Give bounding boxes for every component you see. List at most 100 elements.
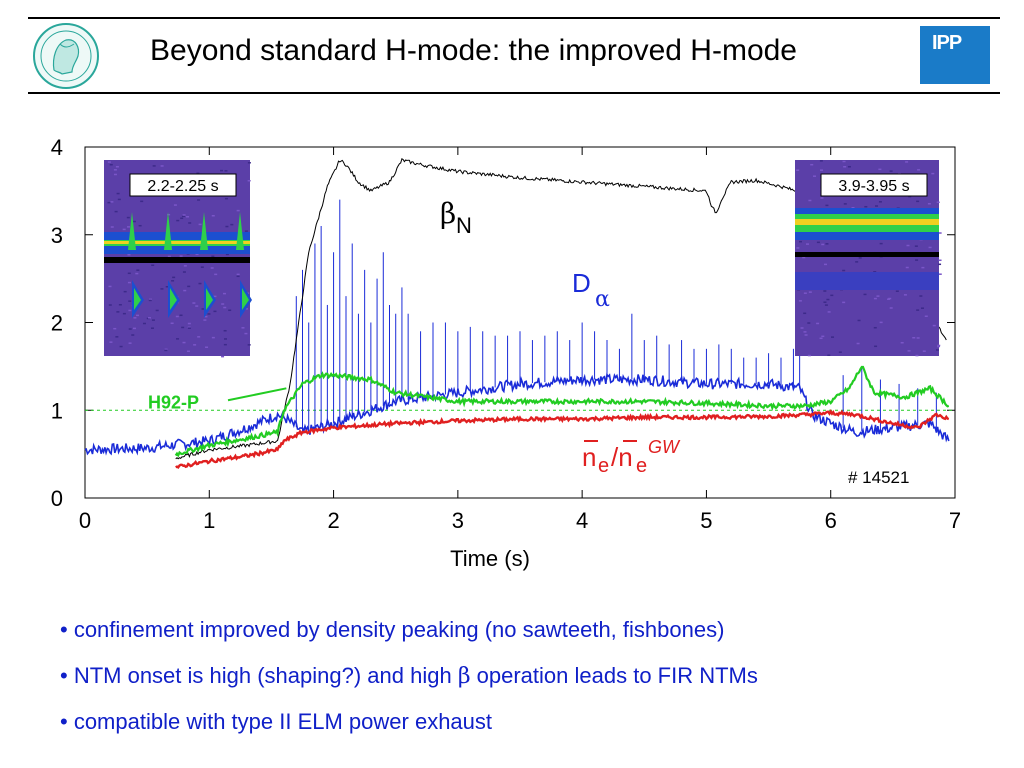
inset-noise xyxy=(186,215,190,218)
inset-noise xyxy=(160,165,164,167)
inset-noise xyxy=(204,315,208,318)
x-tick-label: 1 xyxy=(203,508,215,533)
inset-noise xyxy=(133,317,137,319)
bullet-ntm-text-before: • NTM onset is high (shaping?) and high xyxy=(60,663,458,688)
inset-noise xyxy=(843,165,847,168)
inset-noise xyxy=(889,170,893,172)
dalpha-label-sub: α xyxy=(595,287,610,312)
inset-noise xyxy=(128,328,132,330)
inset-noise xyxy=(136,314,140,317)
inset-noise xyxy=(823,301,827,303)
inset-noise xyxy=(183,289,187,292)
inset-noise xyxy=(821,335,825,338)
inset-noise xyxy=(245,308,249,310)
y-tick-label: 1 xyxy=(51,398,63,423)
inset-noise xyxy=(107,201,111,204)
inset-noise xyxy=(221,355,225,358)
inset-noise xyxy=(938,259,942,262)
inset-noise xyxy=(195,253,199,256)
inset-noise xyxy=(110,201,114,203)
inset-noise xyxy=(937,344,941,347)
inset-noise xyxy=(919,295,923,297)
inset-noise xyxy=(193,344,197,346)
inset-noise xyxy=(796,247,800,249)
inset-noise xyxy=(114,210,118,213)
inset-noise xyxy=(223,343,227,346)
inset-noise xyxy=(211,215,215,217)
inset-noise xyxy=(816,241,820,244)
inset-noise xyxy=(109,163,113,166)
inset-noise xyxy=(810,163,814,166)
inset-noise xyxy=(135,272,139,275)
inset-noise xyxy=(873,271,877,273)
inset-noise xyxy=(167,255,171,258)
dalpha-trace xyxy=(84,372,950,456)
inset-noise xyxy=(820,197,824,199)
inset-noise xyxy=(802,256,806,259)
inset-noise xyxy=(197,336,201,338)
inset-noise xyxy=(924,315,928,318)
inset-noise xyxy=(203,319,207,321)
density-ratio-trace xyxy=(175,409,950,470)
inset-noise xyxy=(908,195,912,198)
inset-noise xyxy=(115,336,119,338)
inset-noise xyxy=(935,349,939,351)
inset-noise xyxy=(142,322,146,325)
inset-noise xyxy=(856,342,860,345)
bullet-density-peaking: • confinement improved by density peakin… xyxy=(60,617,725,642)
inset-noise xyxy=(132,327,136,330)
inset-noise xyxy=(907,350,911,352)
inset-noise xyxy=(126,226,130,228)
inset-noise xyxy=(176,219,180,222)
inset-noise xyxy=(820,169,824,171)
inset-noise xyxy=(906,244,910,247)
inset-noise xyxy=(171,280,175,282)
inset-band-peak xyxy=(795,219,939,225)
inset-noise xyxy=(879,321,883,324)
inset-noise xyxy=(113,173,117,176)
inset-noise xyxy=(876,295,880,297)
max-planck-logo xyxy=(33,23,99,89)
inset-elm-burst xyxy=(128,212,136,250)
inset-noise xyxy=(824,263,828,266)
inset-noise xyxy=(922,350,926,352)
bullet-ntm-onset: • NTM onset is high (shaping?) and high … xyxy=(60,658,1010,704)
inset-noise xyxy=(113,169,117,171)
inset-noise xyxy=(932,324,936,327)
inset-noise xyxy=(182,214,186,216)
inset-noise xyxy=(128,342,132,344)
inset-noise xyxy=(937,345,941,348)
inset-noise xyxy=(198,223,202,226)
inset-noise xyxy=(119,345,123,348)
inset-noise xyxy=(167,213,171,216)
inset-band-peak xyxy=(104,241,250,244)
inset-noise xyxy=(138,224,142,227)
inset-noise xyxy=(151,319,155,321)
inset-noise xyxy=(927,202,931,205)
inset-noise xyxy=(895,290,899,292)
inset-noise xyxy=(824,304,828,306)
inset-noise xyxy=(108,304,112,306)
y-tick-label: 0 xyxy=(51,486,63,511)
inset-noise xyxy=(874,345,878,348)
inset-noise xyxy=(164,349,168,352)
inset-noise xyxy=(110,226,114,228)
inset-noise xyxy=(175,315,179,318)
inset-noise xyxy=(931,172,935,175)
inset-noise xyxy=(210,267,214,269)
inset-noise xyxy=(152,165,156,167)
inset-noise xyxy=(221,303,225,305)
inset-noise xyxy=(128,309,132,312)
inset-noise xyxy=(864,205,868,208)
inset-noise xyxy=(183,265,187,267)
inset-noise xyxy=(916,337,920,339)
inset-noise xyxy=(921,266,925,269)
inset-noise xyxy=(825,204,829,207)
inset-noise xyxy=(247,162,251,164)
inset-noise xyxy=(807,354,811,357)
inset-noise xyxy=(109,341,113,343)
inset-noise xyxy=(903,294,907,296)
x-tick-label: 4 xyxy=(576,508,588,533)
inset-noise xyxy=(197,199,201,201)
inset-noise xyxy=(176,338,180,340)
